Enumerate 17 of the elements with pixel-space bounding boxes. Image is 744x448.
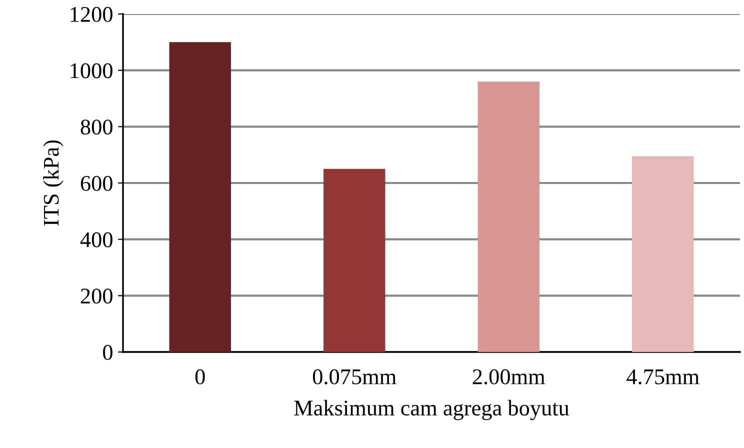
y-tick-label: 400: [80, 232, 112, 248]
x-axis-title: Maksimum cam agrega boyutu: [294, 400, 570, 420]
y-tick-label: 600: [80, 176, 112, 191]
x-tick-label: 0: [195, 369, 205, 384]
x-tick-label: 4.75mm: [626, 369, 700, 384]
y-tick-label: 200: [80, 288, 112, 304]
bar: [478, 82, 540, 352]
bar: [169, 42, 231, 352]
bar: [324, 168, 386, 352]
bar: [632, 156, 694, 352]
y-tick-label: 1200: [70, 6, 112, 22]
x-tick-label: 2.00mm: [472, 369, 546, 384]
y-tick-label: 800: [80, 120, 112, 135]
y-tick-label: 0: [103, 344, 112, 360]
y-axis-title: ITS (kPa): [43, 140, 64, 226]
x-tick-label: 0.075mm: [312, 369, 396, 384]
y-tick-label: 1000: [70, 63, 112, 78]
